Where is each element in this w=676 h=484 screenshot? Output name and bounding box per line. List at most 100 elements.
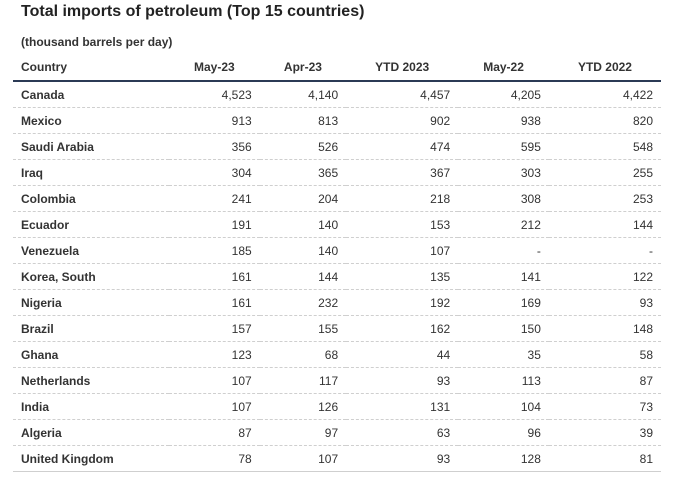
may-23-cell: 191 <box>169 211 260 238</box>
table-row: Iraq 304 365 367 303 255 <box>13 159 661 186</box>
table-row: Ghana 123 68 44 35 58 <box>13 341 661 368</box>
ytd-2022-cell: 4,422 <box>548 81 661 108</box>
apr-23-cell: 117 <box>259 367 347 394</box>
table-row: Korea, South 161 144 135 141 122 <box>13 263 661 290</box>
table-row: Brazil 157 155 162 150 148 <box>13 315 661 342</box>
imports-table: Country May-23 Apr-23 YTD 2023 May-22 YT… <box>13 54 661 472</box>
table-body: Canada 4,523 4,140 4,457 4,205 4,422 Mexico 913… <box>13 81 661 472</box>
ytd-2023-cell: 93 <box>346 445 459 472</box>
ytd-2023-cell: 63 <box>346 419 459 446</box>
table-row: United Kingdom 78 107 93 128 81 <box>13 445 661 472</box>
may-22-cell: 141 <box>458 263 549 290</box>
may-22-cell: 308 <box>458 185 549 212</box>
country-cell: Saudi Arabia <box>13 133 169 160</box>
may-23-cell: 157 <box>169 315 260 342</box>
country-cell: Algeria <box>13 419 169 446</box>
may-22-cell: 35 <box>458 341 549 368</box>
ytd-2022-cell: - <box>548 237 661 264</box>
ytd-2023-cell: 153 <box>346 211 459 238</box>
table-row: Mexico 913 813 902 938 820 <box>13 107 661 134</box>
country-cell: Mexico <box>13 107 169 134</box>
apr-23-cell: 232 <box>259 289 347 316</box>
may-23-cell: 161 <box>169 289 260 316</box>
may-22-cell: 150 <box>458 315 549 342</box>
ytd-2022-cell: 820 <box>548 107 661 134</box>
table-row: Venezuela 185 140 107- - <box>13 237 661 264</box>
may-22-cell: 96 <box>458 419 549 446</box>
table-subtitle: (thousand barrels per day) <box>21 35 173 49</box>
ytd-2023-cell: 4,457 <box>346 81 459 108</box>
country-cell: Colombia <box>13 185 169 212</box>
table-row: Nigeria 161 232 192 169 93 <box>13 289 661 316</box>
apr-23-cell: 4,140 <box>259 81 347 108</box>
may-22-cell: 938 <box>458 107 549 134</box>
ytd-2023-cell: 107 <box>346 237 459 264</box>
apr-23-cell: 107 <box>259 445 347 472</box>
country-cell: Brazil <box>13 315 169 342</box>
column-header-apr-23: Apr-23 <box>259 54 347 82</box>
may-22-cell: 303 <box>458 159 549 186</box>
table-row: Netherlands 107 117 93 113 87 <box>13 367 661 394</box>
may-23-cell: 107 <box>169 367 260 394</box>
table-row: Canada 4,523 4,140 4,457 4,205 4,422 <box>13 81 661 108</box>
country-cell: United Kingdom <box>13 445 169 472</box>
table-row: India 107 126 131 104 73 <box>13 393 661 420</box>
country-cell: Netherlands <box>13 367 169 394</box>
may-23-cell: 4,523 <box>169 81 260 108</box>
column-header-ytd-2022: YTD 2022 <box>548 54 661 82</box>
apr-23-cell: 155 <box>259 315 347 342</box>
ytd-2022-cell: 58 <box>548 341 661 368</box>
ytd-2022-cell: 148 <box>548 315 661 342</box>
column-header-may-23: May-23 <box>169 54 260 82</box>
country-cell: Canada <box>13 81 169 108</box>
may-23-cell: 913 <box>169 107 260 134</box>
ytd-2023-cell: 135 <box>346 263 459 290</box>
may-22-cell: 169 <box>458 289 549 316</box>
country-cell: Iraq <box>13 159 169 186</box>
country-cell: Korea, South <box>13 263 169 290</box>
ytd-2023-cell: 367 <box>346 159 459 186</box>
apr-23-cell: 140 <box>259 211 347 238</box>
country-cell: Ghana <box>13 341 169 368</box>
column-header-ytd-2023: YTD 2023 <box>346 54 459 82</box>
apr-23-cell: 365 <box>259 159 347 186</box>
ytd-2023-cell: 192 <box>346 289 459 316</box>
table-row: Algeria 87 97 63 96 39 <box>13 419 661 446</box>
may-23-cell: 78 <box>169 445 260 472</box>
column-header-may-22: May-22 <box>458 54 549 82</box>
ytd-2022-cell: 87 <box>548 367 661 394</box>
may-23-cell: 304 <box>169 159 260 186</box>
table-row: Colombia 241 204 218 308 253 <box>13 185 661 212</box>
country-cell: Nigeria <box>13 289 169 316</box>
may-22-cell: - <box>458 237 549 264</box>
country-cell: India <box>13 393 169 420</box>
table-row: Saudi Arabia 356 526 474 595 548 <box>13 133 661 160</box>
table-header-row: Country May-23 Apr-23 YTD 2023 May-22 YT… <box>13 54 661 82</box>
country-cell: Venezuela <box>13 237 169 264</box>
apr-23-cell: 526 <box>259 133 347 160</box>
may-23-cell: 161 <box>169 263 260 290</box>
apr-23-cell: 204 <box>259 185 347 212</box>
ytd-2023-cell: 218 <box>346 185 459 212</box>
apr-23-cell: 140 <box>259 237 347 264</box>
may-23-cell: 241 <box>169 185 260 212</box>
may-22-cell: 113 <box>458 367 549 394</box>
ytd-2022-cell: 548 <box>548 133 661 160</box>
ytd-2022-cell: 255 <box>548 159 661 186</box>
ytd-2023-cell: 902 <box>346 107 459 134</box>
ytd-2022-cell: 253 <box>548 185 661 212</box>
ytd-2022-cell: 144 <box>548 211 661 238</box>
may-23-cell: 356 <box>169 133 260 160</box>
ytd-2023-cell: 474 <box>346 133 459 160</box>
ytd-2022-cell: 122 <box>548 263 661 290</box>
may-23-cell: 87 <box>169 419 260 446</box>
table-row: Ecuador 191 140 153 212 144 <box>13 211 661 238</box>
may-22-cell: 4,205 <box>458 81 549 108</box>
may-23-cell: 107 <box>169 393 260 420</box>
apr-23-cell: 68 <box>259 341 347 368</box>
ytd-2022-cell: 93 <box>548 289 661 316</box>
ytd-2023-cell: 162 <box>346 315 459 342</box>
ytd-2023-cell: 131 <box>346 393 459 420</box>
ytd-2023-cell: 44 <box>346 341 459 368</box>
